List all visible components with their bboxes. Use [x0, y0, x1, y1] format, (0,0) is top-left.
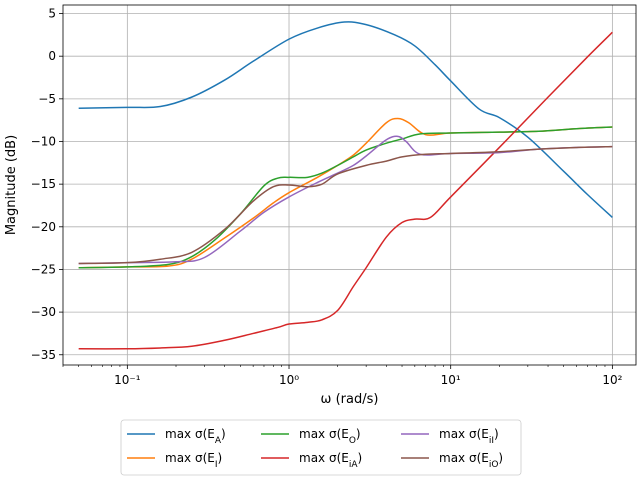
- series-lines: [78, 21, 613, 350]
- y-tick-label: −25: [31, 262, 56, 276]
- series-line-4: [78, 135, 613, 265]
- y-axis-label: Magnitude (dB): [4, 135, 19, 235]
- y-tick-label: −5: [38, 92, 56, 106]
- series-line-0: [78, 21, 613, 218]
- x-axis-ticks: 10⁻¹ 10⁰ 10¹ 10²: [62, 365, 623, 387]
- x-axis-label: ω (rad/s): [321, 392, 379, 407]
- y-tick-label: −30: [31, 305, 56, 319]
- y-tick-label: −35: [31, 348, 56, 362]
- legend: max σ(EA) max σ(EI) max σ(EO) max σ(EiA) max…: [120, 419, 522, 476]
- x-tick-label: 10²: [602, 373, 622, 387]
- legend-label: max σ(EiI): [439, 427, 499, 446]
- legend-label: max σ(EO): [299, 427, 361, 446]
- legend-label: max σ(EiA): [299, 451, 362, 470]
- plot-frame: [62, 4, 637, 366]
- x-tick-label: 10¹: [441, 373, 461, 387]
- series-line-2: [78, 126, 613, 269]
- y-tick-label: −10: [31, 134, 56, 148]
- x-tick-label: 10⁰: [279, 373, 299, 387]
- legend-label: max σ(EI): [165, 451, 222, 470]
- y-tick-label: −20: [31, 220, 56, 234]
- legend-label: max σ(EiO): [439, 451, 503, 470]
- series-line-5: [78, 145, 613, 265]
- y-tick-label: 0: [48, 49, 56, 63]
- grid: [63, 5, 636, 365]
- legend-label: max σ(EA): [165, 427, 226, 446]
- y-tick-label: 5: [48, 7, 56, 21]
- y-tick-label: −15: [31, 177, 56, 191]
- y-axis-ticks: 5 0 −5 −10 −15 −20 −25 −30 −35: [31, 7, 63, 362]
- series-line-3: [78, 31, 613, 350]
- x-tick-label: 10⁻¹: [114, 373, 141, 387]
